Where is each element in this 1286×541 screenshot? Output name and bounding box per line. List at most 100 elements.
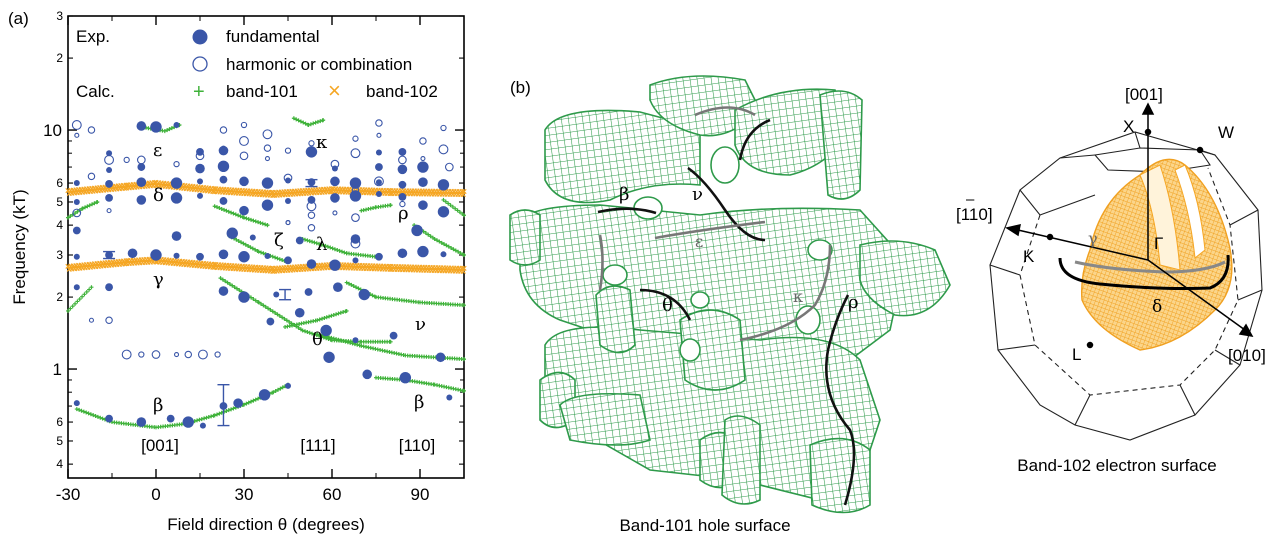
label-epsilon: ε <box>153 140 162 161</box>
band-101-point <box>251 218 256 223</box>
band-101-point <box>343 339 348 344</box>
axis-010 <box>1147 259 1246 331</box>
band-101-point <box>432 237 437 241</box>
fundamental-point <box>437 206 450 218</box>
label-beta: β <box>153 395 163 416</box>
band-101-point <box>298 119 303 124</box>
fundamental-point <box>238 291 250 303</box>
band-101-point <box>227 282 232 287</box>
band-101-point <box>284 318 289 323</box>
band-101-point <box>259 301 264 306</box>
fundamental-point <box>437 179 450 191</box>
harmonic-point <box>420 155 426 162</box>
fundamental-point <box>362 369 373 380</box>
panel-b: (b) <box>509 75 951 535</box>
orbit-top <box>738 118 771 161</box>
harmonic-point <box>375 119 383 127</box>
band-102-curves <box>65 179 467 274</box>
band-101-point <box>70 304 75 309</box>
fundamental-point <box>375 149 382 156</box>
band-101-point <box>348 340 353 345</box>
harmonic-point <box>284 147 292 154</box>
axis-110 <box>1017 229 1149 261</box>
band-101-point <box>449 245 454 250</box>
label-010: [010] <box>1228 346 1266 365</box>
band-101-point <box>167 127 172 132</box>
fundamental-point <box>273 291 280 298</box>
band-101-point <box>223 279 228 284</box>
band-101-point <box>233 212 238 217</box>
harmonic-point <box>263 144 272 152</box>
band-101-point <box>260 221 265 226</box>
fundamental-point <box>73 198 80 205</box>
band-101-point <box>442 242 447 247</box>
point-X <box>1144 128 1152 136</box>
fundamental-point <box>375 190 382 197</box>
band-101-point <box>73 301 78 306</box>
band-101-point <box>236 213 241 218</box>
band-101-point <box>344 280 349 285</box>
band-101-point <box>199 417 204 422</box>
fundamental-point <box>105 180 113 188</box>
fundamental-point <box>349 177 362 189</box>
band-101-point <box>68 306 73 311</box>
band-101-point <box>92 201 97 206</box>
band-101-point <box>325 244 330 249</box>
band-101-point <box>328 245 333 250</box>
harmonic-point <box>173 160 180 168</box>
band-101-point <box>242 215 246 220</box>
band-102-surface-shading <box>1139 164 1181 271</box>
panel-a: (a) 1 10 4 5 6 2 3 4 5 6 2 3 -30 0 30 60 90 Frequency (… <box>8 9 467 534</box>
bz-hidden-edges <box>1019 167 1239 396</box>
harmonic-point <box>240 121 248 129</box>
orbit-epsilon <box>654 220 766 240</box>
direction-111: [111] <box>300 436 335 455</box>
harmonic-point <box>87 172 96 181</box>
band-101-point <box>75 209 80 214</box>
band-101-point <box>215 412 220 417</box>
point-L <box>1086 341 1094 349</box>
fundamental-point <box>329 259 341 271</box>
band-101-point <box>81 409 86 414</box>
fundamental-point <box>285 382 291 389</box>
band-101-point <box>276 387 281 392</box>
band-101-point <box>80 294 85 299</box>
band-101-point <box>197 417 202 422</box>
band-101-point <box>263 304 268 309</box>
band-101-point <box>354 285 359 290</box>
band-101-point <box>265 223 270 228</box>
harmonic-point <box>121 349 132 360</box>
error-bars <box>103 178 318 427</box>
band-101-point <box>344 308 349 313</box>
fundamental-point <box>399 371 412 384</box>
band-101-point <box>95 199 100 204</box>
band-101-point <box>280 315 285 320</box>
band-101-point <box>270 254 275 259</box>
band-101-point <box>310 239 315 244</box>
band-101-point <box>280 385 285 390</box>
fundamental-point <box>150 249 162 261</box>
band-101-point <box>277 257 282 262</box>
label-theta: θ <box>312 329 323 350</box>
band-101-point <box>237 288 242 293</box>
label-110-bar: – <box>966 191 975 208</box>
band-101-point <box>239 240 244 245</box>
band-101-point <box>75 299 80 304</box>
band-101-point <box>332 247 337 252</box>
panel-c-caption: Band-102 electron surface <box>1017 456 1216 475</box>
harmonic-point <box>74 132 80 138</box>
band-101-point <box>250 246 255 251</box>
band-101-point <box>446 201 451 206</box>
band-101-point <box>84 289 89 294</box>
surface-tube <box>509 209 541 266</box>
band-101-point <box>249 217 254 222</box>
fundamental-point <box>375 179 382 186</box>
band-101-point <box>88 412 93 417</box>
y-minor-tick-label: 5 <box>56 195 63 209</box>
plot-frame <box>67 15 465 479</box>
band-101-point <box>342 250 347 255</box>
band-101-point <box>91 413 96 418</box>
fundamental-point <box>375 163 383 171</box>
fundamental-point <box>218 145 229 156</box>
band-101-point <box>253 219 258 224</box>
